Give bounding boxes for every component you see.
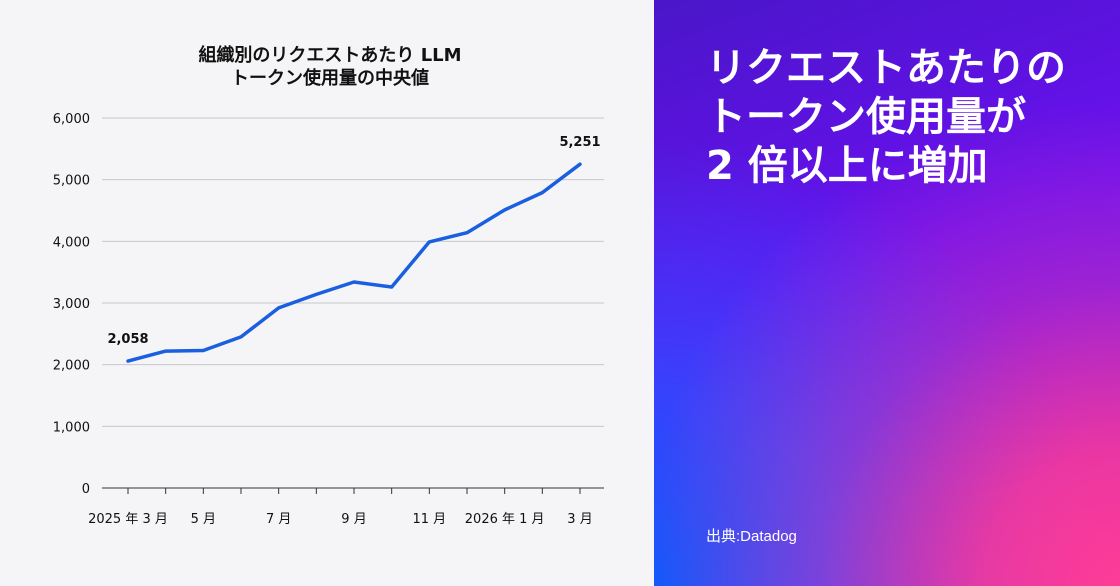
data-label: 5,251	[559, 135, 600, 150]
line-chart: 0 1,000 2,000 3,000 4,000 5,000 6,000 2025 年 3 …	[53, 112, 604, 527]
hero-line-3: 2 倍以上に増加	[706, 143, 988, 189]
y-tick-label: 0	[82, 482, 90, 497]
y-tick-label: 1,000	[53, 420, 90, 435]
series-line	[126, 162, 582, 363]
y-tick-label: 3,000	[53, 297, 90, 312]
chart-title-line-2: トークン使用量の中央値	[231, 68, 429, 89]
x-tick-label: 11 月	[412, 512, 446, 527]
hero-headline: リクエストあたりの トークン使用量が 2 倍以上に増加	[706, 44, 1106, 191]
y-tick-label: 5,000	[53, 174, 90, 189]
hero-panel: リクエストあたりの トークン使用量が 2 倍以上に増加 出典:Datadog	[654, 0, 1120, 586]
source-credit: 出典:Datadog	[706, 528, 797, 545]
x-tick-label: 3 月	[567, 512, 592, 527]
hero-line-2: トークン使用量が	[706, 94, 1026, 140]
chart-title-line-1: 組織別のリクエストあたり LLM	[198, 45, 462, 66]
y-tick-label: 6,000	[53, 112, 90, 127]
y-tick-label: 2,000	[53, 359, 90, 374]
data-label: 2,058	[107, 332, 148, 347]
chart-panel: 組織別のリクエストあたり LLM トークン使用量の中央値 0 1,000 2,000…	[52, 44, 604, 527]
x-tick-label: 9 月	[341, 512, 366, 527]
hero-line-1: リクエストあたりの	[706, 45, 1066, 91]
y-tick-label: 4,000	[53, 235, 90, 250]
x-tick-label: 2025 年 3 月	[88, 512, 168, 527]
chart-title: 組織別のリクエストあたり LLM トークン使用量の中央値	[160, 44, 500, 90]
x-tick-label: 2026 年 1 月	[465, 512, 545, 527]
x-tick-label: 7 月	[266, 512, 291, 527]
x-tick-label: 5 月	[191, 512, 216, 527]
